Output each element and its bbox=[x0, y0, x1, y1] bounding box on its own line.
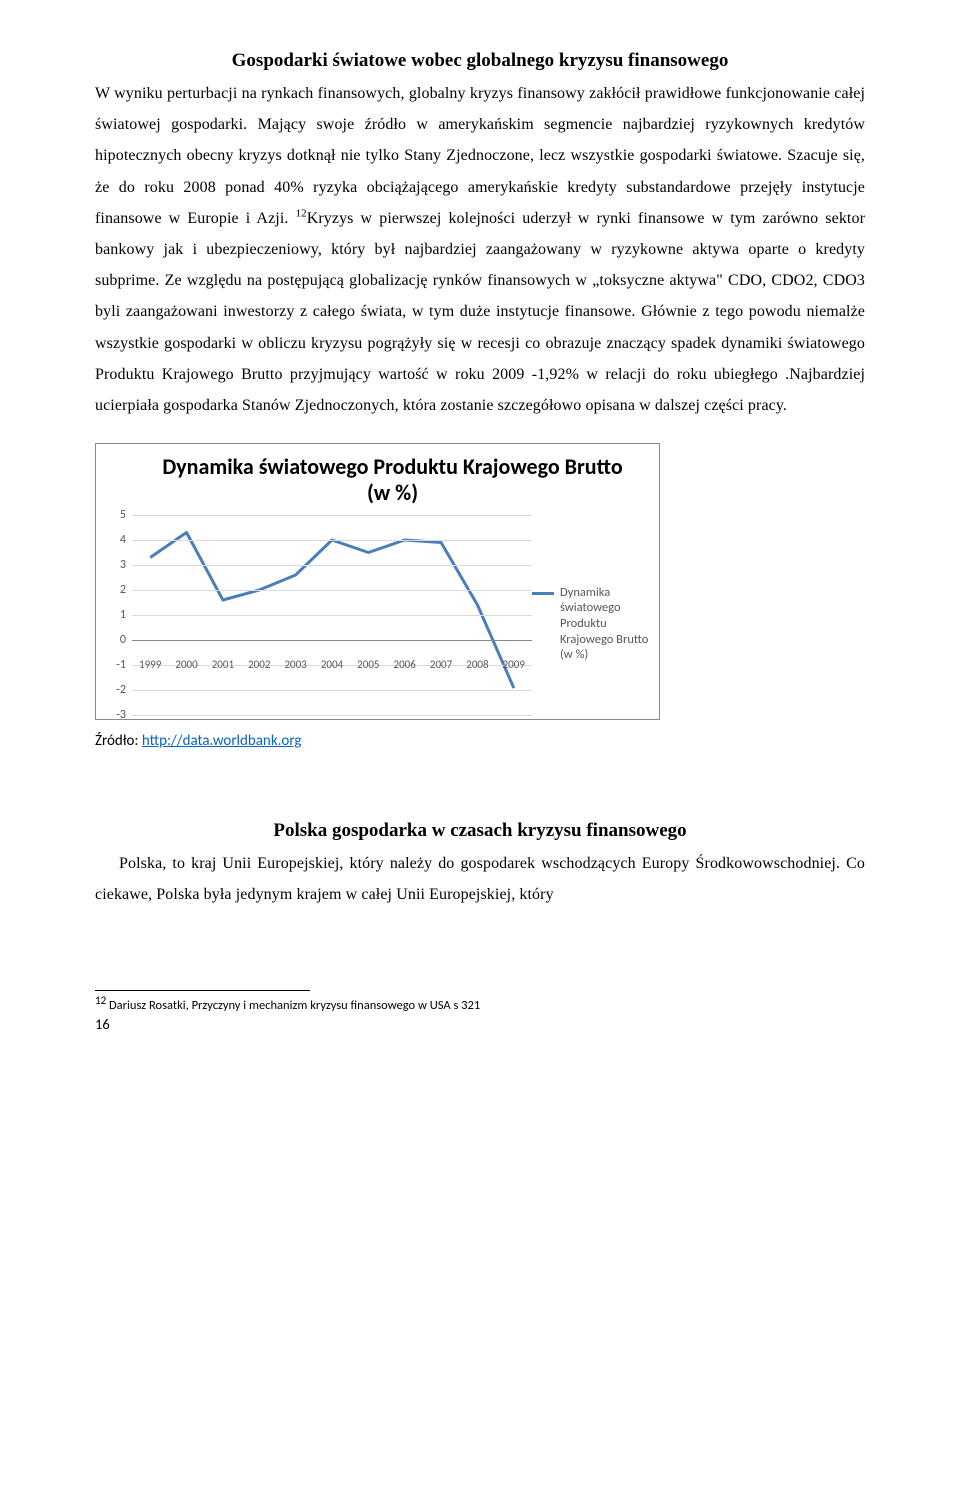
chart-row: -3-2-1012345 199920002001200220032004200… bbox=[102, 515, 653, 715]
y-tick-label: 4 bbox=[120, 533, 126, 547]
footnote-text: Dariusz Rosatki, Przyczyny i mechanizm k… bbox=[106, 998, 480, 1013]
gdp-chart-container: Dynamika światowego Produktu Krajowego B… bbox=[95, 443, 660, 720]
y-tick-label: 2 bbox=[120, 583, 126, 597]
x-tick-label: 2001 bbox=[205, 658, 241, 671]
x-tick-label: 2003 bbox=[277, 658, 313, 671]
footnote-number: 12 bbox=[95, 994, 106, 1007]
chart-y-axis: -3-2-1012345 bbox=[102, 515, 130, 715]
paragraph-1-part-b: Kryzys w pierwszej kolejności uderzył w … bbox=[95, 210, 865, 414]
paragraph-1-part-a: W wyniku perturbacji na rynkach finansow… bbox=[95, 85, 865, 227]
body-paragraph-2: Polska, to kraj Unii Europejskiej, który… bbox=[95, 848, 865, 910]
section-heading-1: Gospodarki światowe wobec globalnego kry… bbox=[95, 50, 865, 72]
chart-x-axis-labels: 1999200020012002200320042005200620072008… bbox=[132, 658, 532, 671]
grid-line bbox=[132, 565, 532, 566]
y-tick-label: 3 bbox=[120, 558, 126, 572]
x-tick-label: 2002 bbox=[241, 658, 277, 671]
grid-line bbox=[132, 515, 532, 516]
grid-line bbox=[132, 540, 532, 541]
x-tick-label: 2006 bbox=[387, 658, 423, 671]
page-number: 16 bbox=[95, 1015, 865, 1033]
grid-line bbox=[132, 640, 532, 641]
x-tick-label: 2000 bbox=[168, 658, 204, 671]
y-tick-label: -1 bbox=[116, 658, 126, 672]
chart-plot-inner bbox=[132, 515, 532, 715]
x-tick-label: 2005 bbox=[350, 658, 386, 671]
y-tick-label: -2 bbox=[116, 683, 126, 697]
source-link[interactable]: http://data.worldbank.org bbox=[142, 732, 302, 750]
source-label: Źródło: bbox=[95, 732, 142, 750]
y-tick-label: 0 bbox=[120, 633, 126, 647]
grid-line bbox=[132, 590, 532, 591]
section-heading-2: Polska gospodarka w czasach kryzysu fina… bbox=[95, 820, 865, 842]
x-tick-label: 2004 bbox=[314, 658, 350, 671]
chart-source: Źródło: http://data.worldbank.org bbox=[95, 732, 865, 750]
footnote-separator bbox=[95, 990, 310, 991]
y-tick-label: -3 bbox=[116, 708, 126, 722]
legend-label: Dynamika światowego Produktu Krajowego B… bbox=[560, 585, 652, 663]
chart-plot-area: -3-2-1012345 199920002001200220032004200… bbox=[102, 515, 532, 715]
y-tick-label: 1 bbox=[120, 608, 126, 622]
x-tick-label: 2009 bbox=[496, 658, 532, 671]
footnote-12: 12 Dariusz Rosatki, Przyczyny i mechaniz… bbox=[95, 994, 865, 1013]
x-tick-label: 2007 bbox=[423, 658, 459, 671]
grid-line bbox=[132, 715, 532, 716]
x-tick-label: 1999 bbox=[132, 658, 168, 671]
grid-line bbox=[132, 615, 532, 616]
legend-swatch bbox=[532, 592, 554, 595]
chart-legend: Dynamika światowego Produktu Krajowego B… bbox=[532, 567, 652, 663]
chart-title: Dynamika światowego Produktu Krajowego B… bbox=[102, 454, 653, 507]
grid-line bbox=[132, 690, 532, 691]
body-paragraph-1: W wyniku perturbacji na rynkach finansow… bbox=[95, 78, 865, 421]
y-tick-label: 5 bbox=[120, 508, 126, 522]
x-tick-label: 2008 bbox=[459, 658, 495, 671]
footnote-ref-12: 12 bbox=[296, 207, 307, 219]
